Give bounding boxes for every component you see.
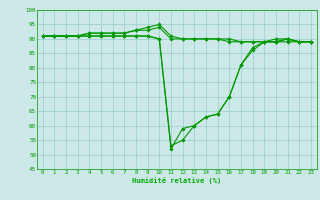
X-axis label: Humidité relative (%): Humidité relative (%)	[132, 177, 221, 184]
